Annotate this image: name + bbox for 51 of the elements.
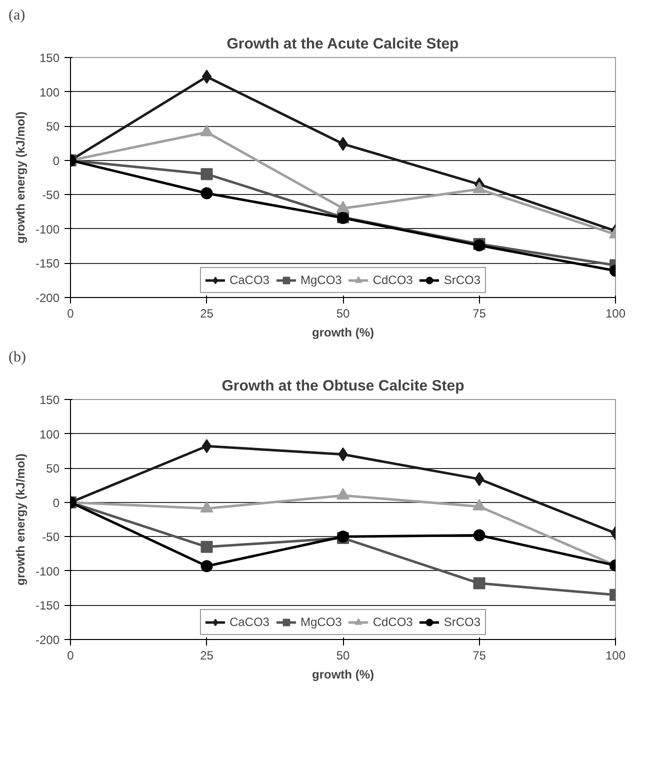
- point: [473, 577, 486, 590]
- x-tick-label: 25: [200, 306, 214, 320]
- chart-title: Growth at the Acute Calcite Step: [226, 36, 459, 52]
- y-tick-label: -100: [35, 222, 60, 236]
- y-tick-label: 150: [39, 393, 60, 407]
- x-axis-title: growth (%): [312, 326, 374, 340]
- chart-title: Growth at the Obtuse Calcite Step: [222, 378, 464, 394]
- x-tick-label: 100: [605, 306, 626, 320]
- y-tick-label: 100: [39, 85, 60, 100]
- y-axis-title: growth energy (kJ/mol): [13, 453, 28, 586]
- x-tick-label: 25: [200, 648, 214, 662]
- x-axis-title: growth (%): [312, 668, 374, 682]
- point: [200, 540, 213, 553]
- point: [200, 560, 213, 572]
- x-tick-label: 0: [67, 306, 74, 320]
- point: [473, 529, 486, 542]
- y-tick-label: 0: [52, 154, 60, 168]
- point: [202, 70, 212, 84]
- y-tick-label: -200: [35, 633, 60, 647]
- legend-label: MgCO3: [300, 614, 342, 630]
- y-tick-label: -200: [35, 291, 60, 305]
- y-tick-label: -150: [35, 256, 60, 271]
- x-tick-label: 0: [67, 648, 74, 662]
- y-axis-title: growth energy (kJ/mol): [13, 111, 28, 244]
- y-tick-label: 150: [39, 51, 60, 65]
- legend-label: SrCO3: [444, 614, 481, 630]
- legend-label: MgCO3: [300, 272, 342, 288]
- x-tick-label: 100: [605, 648, 626, 662]
- text: (b): [8, 350, 26, 366]
- legend-label: CaCO3: [229, 614, 270, 630]
- point: [200, 168, 213, 180]
- y-tick-label: 50: [46, 462, 60, 476]
- x-tick-label: 75: [472, 306, 486, 320]
- legend-label: CdCO3: [372, 614, 413, 630]
- y-tick-label: -150: [35, 598, 60, 613]
- legend-label: CdCO3: [372, 272, 413, 288]
- x-tick-label: 50: [336, 648, 350, 662]
- y-tick-label: -100: [35, 564, 60, 578]
- legend-label: CaCO3: [229, 272, 270, 288]
- y-tick-label: 50: [46, 120, 60, 134]
- x-tick-label: 50: [336, 306, 350, 320]
- x-tick-label: 75: [472, 648, 486, 662]
- y-tick-label: 100: [39, 427, 60, 442]
- y-tick-label: 0: [52, 496, 60, 510]
- y-tick-label: -50: [42, 188, 60, 202]
- text: (a): [8, 8, 26, 24]
- y-tick-label: -50: [42, 530, 60, 544]
- legend-label: SrCO3: [444, 272, 481, 288]
- point: [200, 187, 213, 200]
- point: [202, 439, 212, 454]
- point: [474, 472, 484, 486]
